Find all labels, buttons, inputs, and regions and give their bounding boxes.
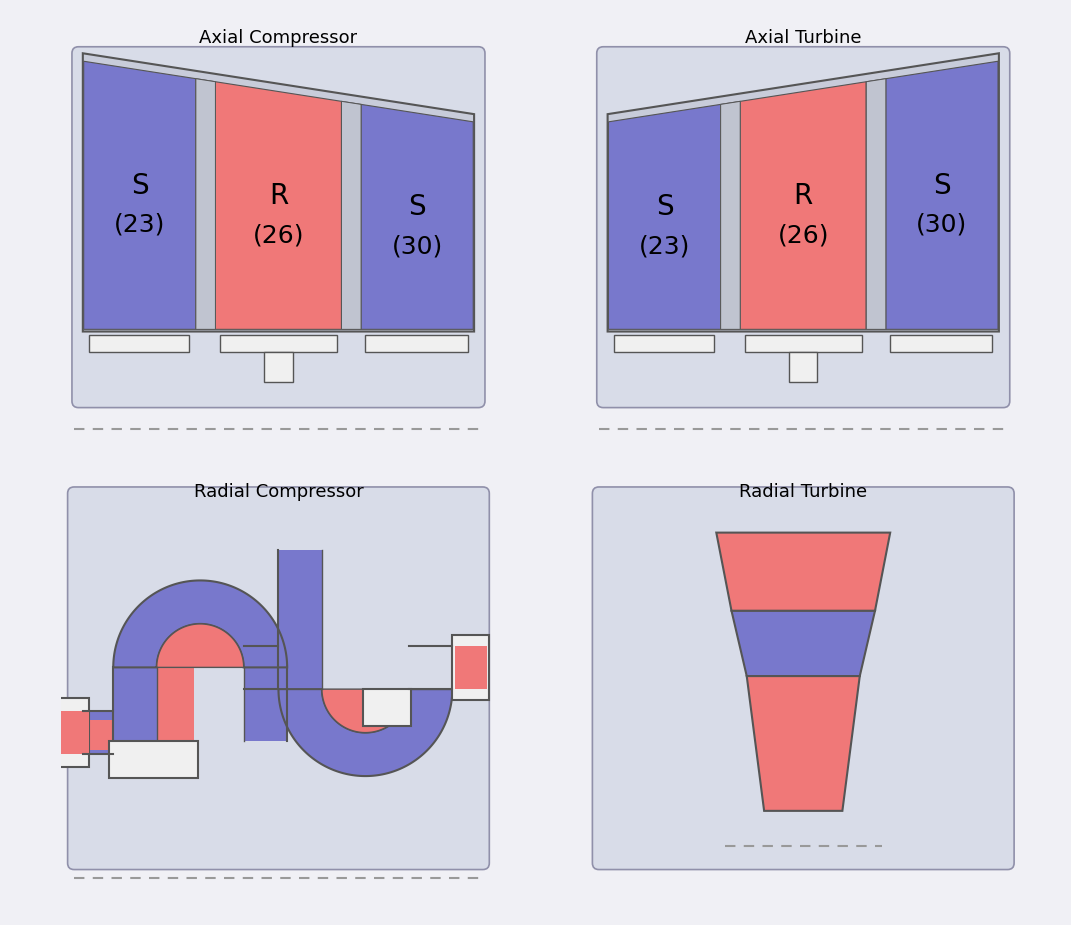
Polygon shape (608, 105, 721, 329)
Bar (890, 335, 993, 352)
Polygon shape (322, 689, 409, 733)
Text: Axial Turbine: Axial Turbine (745, 30, 861, 47)
Bar (220, 335, 337, 352)
Polygon shape (731, 610, 875, 676)
FancyBboxPatch shape (592, 487, 1014, 870)
Polygon shape (886, 61, 998, 329)
Text: (30): (30) (917, 213, 967, 237)
Polygon shape (215, 81, 342, 329)
Bar (789, 352, 817, 382)
Text: Radial Turbine: Radial Turbine (739, 483, 868, 500)
FancyBboxPatch shape (72, 47, 485, 408)
Polygon shape (721, 102, 740, 329)
Polygon shape (361, 105, 473, 329)
Bar (82, 720, 114, 750)
Text: S: S (933, 171, 951, 200)
Polygon shape (866, 79, 886, 329)
Bar (265, 352, 292, 382)
Polygon shape (740, 81, 866, 329)
Polygon shape (746, 676, 860, 811)
Bar (744, 335, 862, 352)
Text: S: S (408, 193, 426, 221)
Bar (278, 550, 322, 689)
FancyBboxPatch shape (597, 47, 1010, 408)
FancyBboxPatch shape (67, 487, 489, 870)
Polygon shape (342, 102, 361, 329)
Polygon shape (196, 79, 215, 329)
Text: Axial Compressor: Axial Compressor (199, 30, 358, 47)
Text: Radial Compressor: Radial Compressor (194, 483, 363, 500)
Text: R: R (794, 182, 813, 210)
Text: S: S (655, 193, 674, 221)
Bar (57, 710, 89, 755)
Polygon shape (196, 79, 215, 329)
Bar (52, 697, 89, 768)
Polygon shape (84, 61, 196, 329)
Bar (244, 646, 278, 689)
Text: (23): (23) (639, 234, 690, 258)
Bar (614, 335, 714, 352)
Polygon shape (342, 102, 361, 329)
Polygon shape (607, 54, 999, 331)
Polygon shape (866, 79, 886, 329)
Bar (454, 646, 487, 689)
Text: S: S (131, 171, 149, 200)
Polygon shape (278, 689, 452, 776)
Text: (26): (26) (778, 224, 829, 248)
Bar (363, 689, 411, 726)
Bar (156, 668, 194, 741)
Text: (30): (30) (392, 234, 442, 258)
Bar (89, 335, 190, 352)
Polygon shape (156, 624, 244, 668)
Bar (82, 710, 114, 755)
Polygon shape (716, 533, 890, 610)
Bar (365, 335, 468, 352)
Polygon shape (82, 54, 474, 331)
Text: (23): (23) (115, 213, 165, 237)
Bar (109, 741, 198, 778)
Text: R: R (269, 182, 288, 210)
Polygon shape (721, 102, 740, 329)
Bar (452, 635, 489, 700)
Polygon shape (114, 581, 287, 668)
Bar (244, 668, 287, 741)
Bar (114, 668, 156, 741)
Text: (26): (26) (253, 224, 304, 248)
